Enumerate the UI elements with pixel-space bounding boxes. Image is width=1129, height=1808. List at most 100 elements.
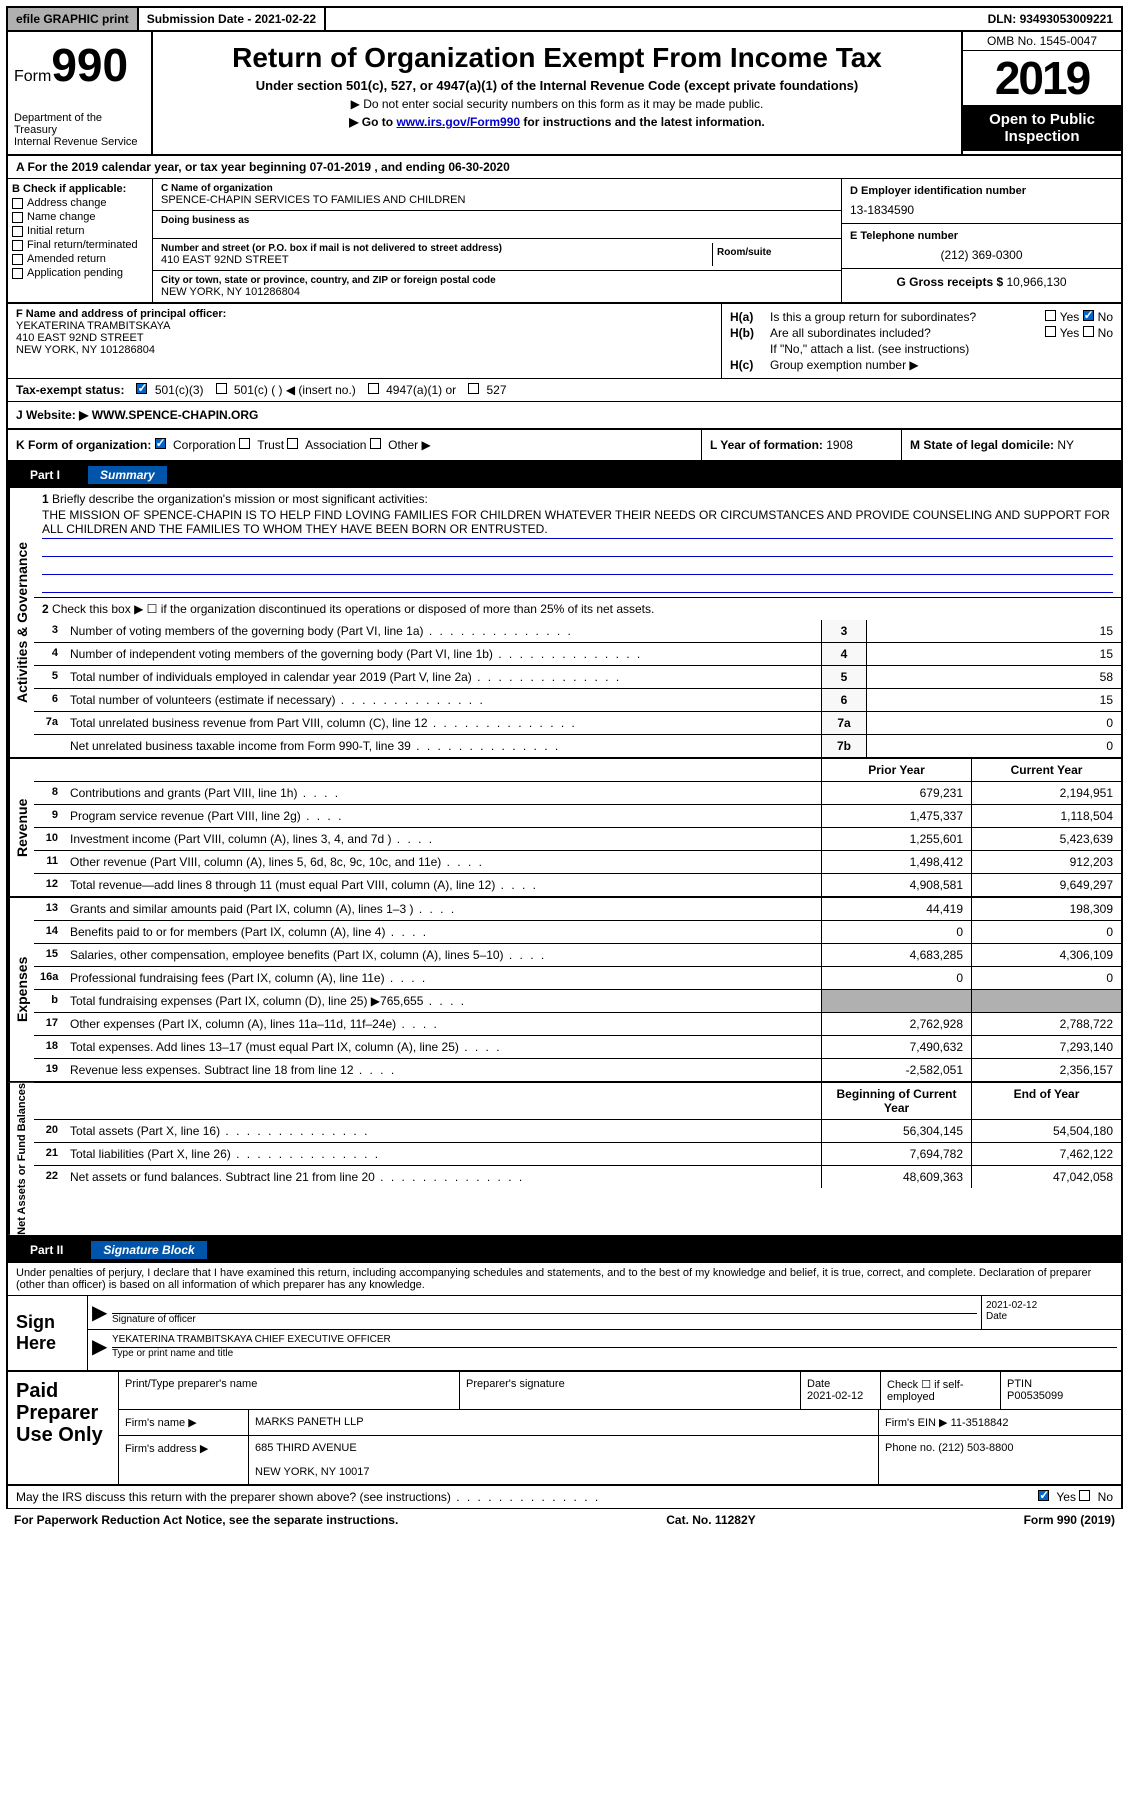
phone-value: (212) 369-0300: [850, 248, 1113, 262]
city-value: NEW YORK, NY 101286804: [161, 286, 833, 298]
revenue-section: Revenue Prior Year Current Year 8Contrib…: [6, 759, 1123, 898]
net-assets-section: Net Assets or Fund Balances Beginning of…: [6, 1083, 1123, 1237]
line-2: Check this box ▶ ☐ if the organization d…: [52, 602, 654, 616]
table-row: 11Other revenue (Part VIII, column (A), …: [34, 851, 1121, 874]
part-2-header: Part II Signature Block: [6, 1237, 1123, 1263]
status-501c3-checkbox[interactable]: [136, 383, 147, 394]
ha-yes-checkbox[interactable]: [1045, 310, 1056, 321]
klm-row: K Form of organization: Corporation Trus…: [6, 430, 1123, 462]
side-tab-activities: Activities & Governance: [8, 488, 34, 757]
table-row: 19Revenue less expenses. Subtract line 1…: [34, 1059, 1121, 1081]
prep-sig-label: Preparer's signature: [460, 1372, 801, 1409]
table-row: 20Total assets (Part X, line 16)56,304,1…: [34, 1120, 1121, 1143]
preparer-block: Paid Preparer Use Only Print/Type prepar…: [6, 1372, 1123, 1486]
gross-value: 10,966,130: [1007, 275, 1067, 289]
room-label: Room/suite: [713, 243, 833, 266]
officer-addr1: 410 EAST 92ND STREET: [16, 332, 144, 344]
sig-disclaimer: Under penalties of perjury, I declare th…: [8, 1263, 1121, 1295]
paperwork-note: For Paperwork Reduction Act Notice, see …: [14, 1513, 398, 1527]
officer-name: YEKATERINA TRAMBITSKAYA: [16, 320, 170, 332]
form990-link[interactable]: www.irs.gov/Form990: [396, 115, 520, 129]
firm-ein: 11-3518842: [951, 1417, 1009, 1429]
status-row: Tax-exempt status: 501(c)(3) 501(c) ( ) …: [6, 379, 1123, 402]
form-ref: Form 990 (2019): [1024, 1513, 1115, 1527]
form-title: Return of Organization Exempt From Incom…: [173, 42, 941, 74]
form-number: Form990: [14, 38, 145, 92]
submission-date: 2021-02-22: [255, 12, 316, 26]
status-527-checkbox[interactable]: [468, 383, 479, 394]
hc-label: H(c): [730, 358, 770, 372]
checkbox-amended[interactable]: [12, 254, 23, 265]
sig-arrow-icon-2: ▶: [88, 1330, 108, 1363]
assoc-checkbox[interactable]: [287, 438, 298, 449]
trust-checkbox[interactable]: [239, 438, 250, 449]
hb-yes-checkbox[interactable]: [1045, 326, 1056, 337]
hb-label: H(b): [730, 326, 770, 340]
checkbox-address-change[interactable]: [12, 198, 23, 209]
table-row: 8Contributions and grants (Part VIII, li…: [34, 782, 1121, 805]
table-row: 6Total number of volunteers (estimate if…: [34, 689, 1121, 712]
ha-text: Is this a group return for subordinates?: [770, 310, 1045, 324]
table-row: 18Total expenses. Add lines 13–17 (must …: [34, 1036, 1121, 1059]
table-row: 7aTotal unrelated business revenue from …: [34, 712, 1121, 735]
omb-number: OMB No. 1545-0047: [963, 32, 1121, 51]
website-value: WWW.SPENCE-CHAPIN.ORG: [92, 408, 259, 422]
status-4947-checkbox[interactable]: [368, 383, 379, 394]
table-row: 4Number of independent voting members of…: [34, 643, 1121, 666]
other-checkbox[interactable]: [370, 438, 381, 449]
status-label: Tax-exempt status:: [16, 383, 124, 397]
table-row: 12Total revenue—add lines 8 through 11 (…: [34, 874, 1121, 896]
section-b-label: B Check if applicable:: [12, 183, 148, 195]
addr-label: Number and street (or P.O. box if mail i…: [161, 243, 712, 254]
section-fh: F Name and address of principal officer:…: [6, 304, 1123, 379]
hb-text: Are all subordinates included?: [770, 326, 1045, 340]
discuss-yes-checkbox[interactable]: [1038, 1490, 1049, 1501]
hb-no-checkbox[interactable]: [1083, 326, 1094, 337]
form-subtitle: Under section 501(c), 527, or 4947(a)(1)…: [173, 78, 941, 93]
self-employed-label: Check ☐ if self-employed: [881, 1372, 1001, 1409]
form-header: Form990 Department of the Treasury Inter…: [6, 32, 1123, 156]
irs-label: Internal Revenue Service: [14, 136, 145, 148]
section-bcd: B Check if applicable: Address change Na…: [6, 179, 1123, 304]
table-row: 17Other expenses (Part IX, column (A), l…: [34, 1013, 1121, 1036]
hb-note: If "No," attach a list. (see instruction…: [730, 342, 1113, 356]
table-row: 16aProfessional fundraising fees (Part I…: [34, 967, 1121, 990]
checkbox-pending[interactable]: [12, 268, 23, 279]
firm-name: MARKS PANETH LLP: [249, 1410, 879, 1435]
revenue-header-row: Prior Year Current Year: [34, 759, 1121, 782]
dba-label: Doing business as: [161, 215, 833, 226]
dln-value: 93493053009221: [1020, 12, 1113, 26]
line-a: A For the 2019 calendar year, or tax yea…: [6, 156, 1123, 179]
side-tab-revenue: Revenue: [8, 759, 34, 896]
corp-checkbox[interactable]: [155, 438, 166, 449]
discuss-no-checkbox[interactable]: [1079, 1490, 1090, 1501]
activities-governance-section: Activities & Governance 1 Briefly descri…: [6, 488, 1123, 759]
preparer-label: Paid Preparer Use Only: [8, 1372, 118, 1484]
form-note-1: ▶ Do not enter social security numbers o…: [173, 97, 941, 111]
firm-addr-label: Firm's address ▶: [119, 1436, 249, 1484]
mission-label: Briefly describe the organization's miss…: [52, 492, 428, 506]
mission-text: THE MISSION OF SPENCE-CHAPIN IS TO HELP …: [42, 506, 1113, 539]
open-public-badge: Open to PublicInspection: [963, 105, 1121, 151]
sig-date-label: Date: [986, 1311, 1007, 1322]
ha-no-checkbox[interactable]: [1083, 310, 1094, 321]
officer-label: F Name and address of principal officer:: [16, 308, 226, 320]
dept-label: Department of the Treasury: [14, 112, 145, 136]
firm-phone: (212) 503-8800: [938, 1442, 1013, 1454]
status-501c-checkbox[interactable]: [216, 383, 227, 394]
dln-label: DLN:: [988, 12, 1020, 26]
checkbox-final-return[interactable]: [12, 240, 23, 251]
checkbox-initial-return[interactable]: [12, 226, 23, 237]
firm-name-label: Firm's name ▶: [119, 1410, 249, 1435]
submission-label: Submission Date -: [147, 12, 255, 26]
cat-no: Cat. No. 11282Y: [666, 1513, 755, 1527]
type-name-label: Type or print name and title: [112, 1348, 233, 1359]
top-bar: efile GRAPHIC print Submission Date - 20…: [6, 6, 1123, 32]
sig-arrow-icon: ▶: [88, 1296, 108, 1329]
ptin-value: P00535099: [1007, 1390, 1063, 1402]
checkbox-name-change[interactable]: [12, 212, 23, 223]
net-header-row: Beginning of Current Year End of Year: [34, 1083, 1121, 1120]
expenses-section: Expenses 13Grants and similar amounts pa…: [6, 898, 1123, 1083]
table-row: 21Total liabilities (Part X, line 26)7,6…: [34, 1143, 1121, 1166]
table-row: 22Net assets or fund balances. Subtract …: [34, 1166, 1121, 1188]
